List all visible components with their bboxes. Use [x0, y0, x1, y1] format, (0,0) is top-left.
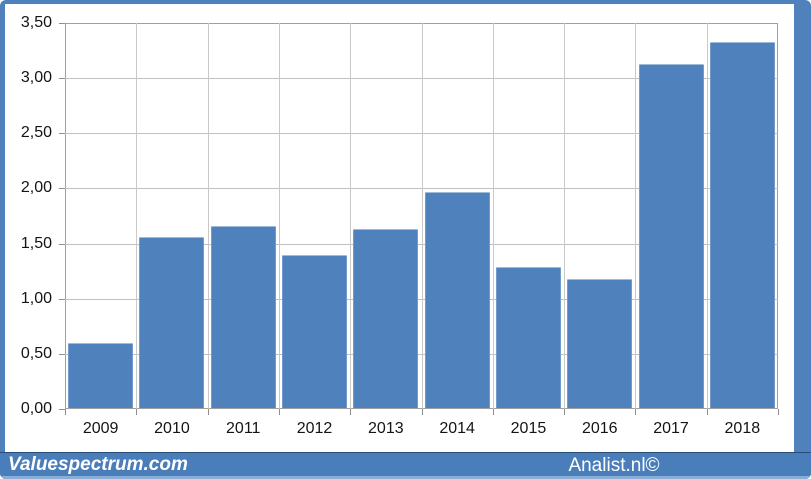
footer-bar: Valuespectrum.com Analist.nl© [0, 452, 811, 479]
gridline-vertical [350, 23, 352, 409]
bar-2015 [495, 266, 561, 408]
gridline-vertical [635, 23, 637, 409]
x-axis-tick [136, 409, 138, 415]
x-axis-tick-label: 2016 [581, 420, 618, 437]
y-axis-tick-label: 2,00 [20, 179, 52, 197]
x-axis-tick-label: 2018 [724, 420, 761, 437]
y-axis-tick [59, 188, 65, 190]
y-axis-tick-label: 3,50 [20, 14, 52, 31]
x-axis-tick-label: 2013 [368, 420, 404, 437]
y-axis-tick [59, 78, 65, 80]
y-axis-tick-label: 0,50 [20, 344, 52, 362]
gridline-vertical [492, 23, 494, 409]
y-axis-tick-label: 3,00 [20, 69, 52, 87]
x-axis-tick-label: 2009 [82, 420, 119, 437]
gridline-vertical [136, 23, 138, 409]
bar-2012 [282, 254, 348, 408]
x-axis-tick-label: 2017 [653, 420, 689, 437]
gridline-vertical [706, 23, 708, 409]
x-axis-tick [278, 409, 280, 415]
bar-2010 [139, 237, 205, 408]
y-axis-tick-label: 1,00 [20, 289, 52, 307]
bar-2014 [424, 191, 490, 408]
x-axis-tick [207, 409, 209, 415]
brand-valuespectrum: Valuespectrum.com [8, 454, 188, 475]
chart-canvas: 0,00 0,50 1,00 1,50 2,00 2,50 3,00 3,50 2009 2010… [5, 4, 794, 453]
y-axis-tick [59, 409, 65, 410]
gridline-vertical [278, 23, 280, 409]
x-axis-tick [350, 409, 352, 415]
x-axis-tick [492, 409, 494, 415]
bar-2018 [709, 41, 775, 408]
footer-bottom-highlight [0, 476, 811, 479]
x-axis-tick-label: 2010 [154, 420, 190, 437]
y-axis-tick [59, 23, 65, 24]
bar-2013 [353, 229, 419, 408]
x-axis-tick-label: 2011 [226, 420, 261, 437]
bar-2016 [567, 278, 633, 408]
y-axis-tick [59, 298, 65, 300]
y-axis-tick [59, 243, 65, 245]
y-axis-tick-label: 0,00 [20, 400, 52, 417]
y-axis-tick [59, 133, 65, 135]
x-axis-tick [564, 409, 566, 415]
bar-2011 [210, 226, 276, 408]
gridline-vertical [564, 23, 566, 409]
bar-2017 [638, 63, 704, 408]
x-axis-tick-label: 2014 [439, 420, 475, 437]
brand-analist: Analist.nl© [568, 455, 660, 476]
x-axis-tick [421, 409, 423, 415]
x-axis-tick-label: 2015 [510, 420, 547, 437]
gridline-vertical [421, 23, 423, 409]
y-axis-tick [59, 353, 65, 355]
x-axis-tick [635, 409, 637, 415]
y-axis-tick-label: 1,50 [20, 234, 52, 252]
y-axis-tick-label: 2,50 [20, 124, 52, 142]
x-axis-tick [706, 409, 708, 415]
gridline-vertical [207, 23, 209, 409]
bar-2009 [68, 342, 134, 408]
x-axis-tick [778, 409, 779, 415]
x-axis-tick-label: 2012 [296, 420, 333, 437]
x-axis-tick [65, 409, 66, 415]
